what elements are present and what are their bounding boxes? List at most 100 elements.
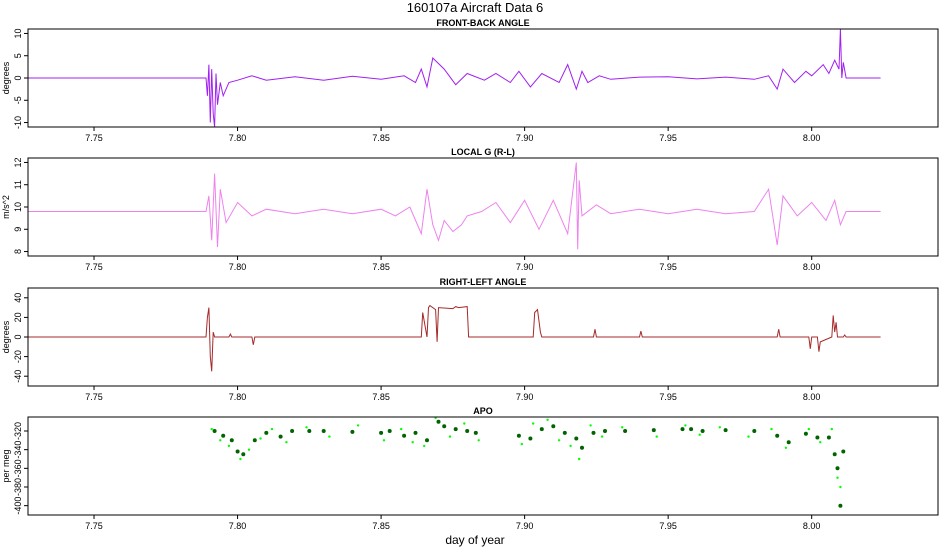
y-axis-label: degrees: [1, 320, 11, 353]
data-point: [600, 435, 604, 438]
data-point: [425, 438, 429, 443]
data-point: [835, 466, 840, 471]
data-point: [655, 435, 658, 438]
data-point: [680, 427, 685, 432]
figure-title: 160107a Aircraft Data 6: [407, 0, 544, 15]
data-point: [423, 444, 426, 448]
data-point: [229, 438, 234, 443]
y-tick-label: -360: [13, 459, 23, 477]
data-point: [270, 427, 274, 431]
data-point: [830, 427, 833, 431]
data-point: [718, 426, 721, 429]
data-point: [321, 429, 326, 433]
x-tick-label: 8.00: [803, 133, 821, 143]
data-point: [448, 435, 452, 438]
x-tick-label: 7.90: [516, 521, 534, 531]
data-point: [839, 485, 842, 489]
data-point: [520, 442, 523, 446]
data-point: [227, 444, 231, 448]
data-point: [210, 427, 213, 431]
data-point: [382, 439, 386, 442]
data-point: [219, 439, 222, 442]
y-axis-label: m/s^2: [1, 195, 11, 219]
y-tick-label: -320: [13, 422, 23, 440]
local-g-panel: LOCAL G (R-L) m/s^2 7.75 7.80 7.85 7.90 7.95 8.…: [1, 147, 939, 272]
data-point: [356, 424, 360, 427]
x-tick-label: 7.80: [229, 521, 247, 531]
x-tick-label: 7.85: [372, 392, 390, 402]
data-point: [603, 429, 607, 433]
data-point: [557, 439, 561, 442]
x-tick-label: 7.80: [229, 262, 247, 272]
data-point: [815, 435, 820, 440]
x-tick-label: 7.85: [372, 521, 390, 531]
data-point: [684, 424, 687, 427]
x-tick-label: 7.95: [659, 521, 677, 531]
panel-title: APO: [473, 406, 493, 416]
data-point: [285, 441, 288, 444]
data-series-line: [28, 304, 881, 372]
y-tick-label: 40: [13, 293, 23, 303]
x-tick-label: 8.00: [803, 521, 821, 531]
data-point: [591, 430, 596, 435]
data-point: [379, 430, 384, 435]
data-point: [307, 429, 312, 433]
data-point: [580, 445, 584, 450]
x-tick-label: 7.75: [85, 262, 103, 272]
x-tick-label: 7.80: [229, 392, 247, 402]
data-point: [350, 429, 355, 434]
y-axis-label: degrees: [1, 61, 11, 94]
y-tick-label: 5: [13, 53, 23, 58]
data-point: [551, 424, 556, 429]
x-tick-label: 7.75: [85, 133, 103, 143]
data-point: [278, 434, 283, 439]
data-point: [434, 417, 437, 420]
data-point: [235, 449, 240, 454]
data-point: [562, 430, 567, 435]
x-tick-label: 7.90: [516, 262, 534, 272]
y-tick-label: -10: [13, 116, 23, 129]
data-point: [413, 430, 418, 435]
x-tick-label: 7.85: [372, 262, 390, 272]
data-point: [239, 457, 242, 461]
data-point: [539, 427, 544, 432]
data-point: [841, 449, 846, 454]
data-point: [832, 452, 837, 457]
x-tick-label: 7.75: [85, 392, 103, 402]
right-left-angle-panel: RIGHT-LEFT ANGLE degrees 7.75 7.80 7.85 7.90 7…: [1, 277, 939, 402]
x-tick-label: 7.90: [516, 133, 534, 143]
data-point: [836, 476, 839, 479]
data-point: [723, 428, 728, 433]
data-point: [400, 427, 403, 431]
data-point: [453, 427, 458, 432]
data-point: [463, 422, 466, 425]
data-point: [546, 418, 549, 421]
data-point: [578, 457, 581, 461]
data-point: [623, 429, 628, 433]
y-tick-label: 10: [13, 202, 23, 212]
data-point: [241, 452, 246, 457]
x-axis-label: day of year: [445, 533, 504, 547]
x-tick-label: 7.90: [516, 392, 534, 402]
y-tick-label: -5: [13, 96, 23, 104]
y-tick-label: 0: [13, 75, 23, 80]
data-point: [473, 430, 478, 435]
data-point: [651, 428, 656, 433]
data-point: [465, 429, 470, 433]
data-point: [786, 440, 791, 445]
y-tick-label: -20: [13, 350, 23, 363]
plot-frame: [27, 157, 939, 257]
data-series-line: [28, 162, 881, 250]
data-point: [252, 438, 257, 443]
data-point: [528, 436, 533, 441]
data-point: [442, 424, 447, 429]
data-point: [775, 433, 780, 438]
y-tick-label: 12: [13, 157, 23, 167]
x-tick-label: 7.95: [659, 392, 677, 402]
data-point: [752, 429, 757, 433]
data-point: [305, 426, 308, 429]
x-tick-label: 7.95: [659, 133, 677, 143]
data-point: [784, 446, 788, 449]
y-tick-label: -40: [13, 370, 23, 383]
